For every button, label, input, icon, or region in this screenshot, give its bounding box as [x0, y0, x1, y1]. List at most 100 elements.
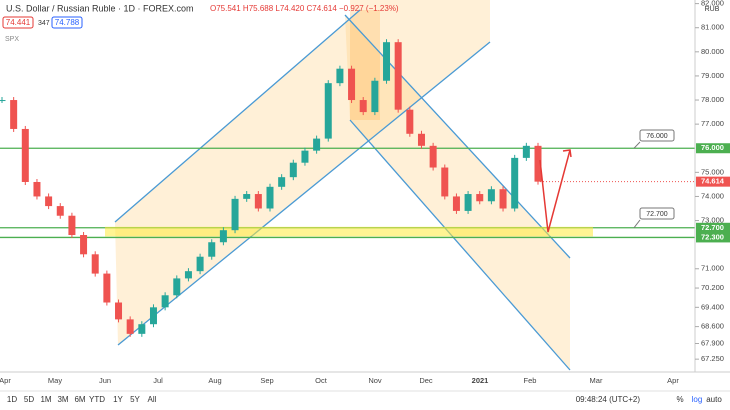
candle-body	[149, 307, 157, 325]
x-tick-label: Nov	[368, 376, 382, 385]
candles	[0, 39, 542, 337]
candle-body	[336, 68, 344, 84]
range-button[interactable]: 5D	[24, 395, 34, 404]
y-tick-label: 75.000	[701, 167, 724, 176]
callout-box	[639, 129, 675, 142]
y-tick-label: 77.000	[701, 119, 724, 128]
support-zone	[105, 226, 593, 237]
x-tick-label: Feb	[524, 376, 537, 385]
candle-body	[173, 278, 181, 296]
time-axis: Apr May Jun Jul Aug Sep Oct Nov Dec 2021 Feb Mar Apr	[0, 376, 679, 385]
range-button[interactable]: YTD	[89, 395, 105, 404]
ohlc: O75.541 H75.688 L74.420 C74.614 −0.927 (…	[210, 4, 399, 13]
level-tag	[696, 222, 730, 233]
y-tick-label: 69.400	[701, 302, 724, 311]
level-tag-label: 72.300	[701, 232, 724, 241]
y-tick-label: 71.000	[701, 264, 724, 273]
candle-body	[371, 80, 379, 113]
toolbar: 1D 5D 1M 3M 6M YTD 1Y 5Y All% log auto	[7, 395, 722, 404]
option-button[interactable]: auto	[706, 395, 722, 404]
currency: RUB	[705, 6, 720, 13]
channel-fill-top	[350, 0, 490, 10]
candle-body	[313, 138, 321, 151]
level-tag	[696, 232, 730, 243]
candle-body	[324, 83, 332, 139]
range-button[interactable]: 6M	[74, 395, 85, 404]
indicator[interactable]: SPX	[5, 36, 19, 43]
x-tick-label: May	[48, 376, 62, 385]
y-tick-label: 82.000	[701, 0, 724, 8]
candle-body	[476, 194, 484, 202]
candle-body	[56, 206, 64, 216]
candle-body	[196, 256, 204, 272]
price-axis: 82.000 81.000 80.000 79.000 78.000 77.000 75.0…	[695, 0, 724, 363]
candle-body	[184, 271, 192, 279]
bid[interactable]: 74.441	[6, 18, 31, 27]
range-button[interactable]: 1D	[7, 395, 17, 404]
symbol-title: U.S. Dollar / Russian Ruble · 1D · FOREX…	[6, 3, 194, 13]
candle-body	[487, 189, 495, 202]
candle-body	[254, 194, 262, 209]
candle-body	[464, 194, 472, 211]
y-tick-label: 73.000	[701, 216, 724, 225]
candle-body	[278, 177, 286, 187]
range-button[interactable]: 1M	[40, 395, 51, 404]
x-tick-label: 2021	[472, 376, 489, 385]
ask-box[interactable]	[51, 16, 83, 29]
x-tick-label: Jul	[153, 376, 163, 385]
y-tick-label: 78.000	[701, 95, 724, 104]
candle-body	[417, 133, 425, 146]
option-button[interactable]: %	[676, 395, 683, 404]
x-tick-label: Dec	[419, 376, 433, 385]
candle-body	[231, 198, 239, 231]
channel-line	[349, 119, 571, 371]
candle-body	[348, 68, 356, 101]
candle-body	[243, 194, 251, 199]
candle-body	[359, 100, 367, 113]
x-tick-label: Aug	[208, 376, 221, 385]
y-tick-label: 81.000	[701, 23, 724, 32]
candle-body	[0, 100, 6, 102]
option-button[interactable]: log	[692, 395, 703, 404]
bid-box[interactable]	[2, 16, 34, 29]
level-tag-label: 76.000	[701, 143, 724, 152]
channel-line	[114, 9, 361, 223]
candle-body	[534, 145, 542, 182]
candle-body	[452, 196, 460, 211]
y-tick-label: 80.000	[701, 47, 724, 56]
y-tick-label: 68.600	[701, 322, 724, 331]
channel-line	[344, 14, 571, 259]
range-button[interactable]: 1Y	[113, 395, 123, 404]
x-tick-label: Apr	[667, 376, 679, 385]
x-tick-label: Sep	[260, 376, 273, 385]
level-tag	[696, 143, 730, 154]
ask[interactable]: 74.788	[55, 18, 80, 27]
candle-body	[429, 145, 437, 168]
candle-body	[511, 157, 519, 209]
candle-body	[383, 42, 391, 81]
x-tick-label: Mar	[590, 376, 603, 385]
candle-body	[161, 295, 169, 308]
candle-body	[91, 254, 99, 274]
callout-label: 76.000	[646, 133, 668, 140]
candle-body	[289, 162, 297, 178]
forecast-arrow	[539, 149, 571, 233]
last-price-tag	[696, 176, 730, 187]
candle-body	[126, 319, 134, 334]
range-button[interactable]: 3M	[57, 395, 68, 404]
candle-body	[115, 302, 123, 320]
y-tick-label: 74.000	[701, 191, 724, 200]
callout-leader	[633, 141, 641, 149]
arrow-head	[562, 149, 572, 158]
candle-body	[138, 324, 146, 334]
candle-body	[441, 167, 449, 197]
candle-body	[21, 128, 29, 182]
callout-box	[639, 207, 675, 220]
range-button[interactable]: 5Y	[130, 395, 140, 404]
y-tick-label: 67.900	[701, 338, 724, 347]
range-button[interactable]: All	[148, 395, 157, 404]
x-tick-label: Jun	[99, 376, 111, 385]
candle-body	[103, 273, 111, 303]
